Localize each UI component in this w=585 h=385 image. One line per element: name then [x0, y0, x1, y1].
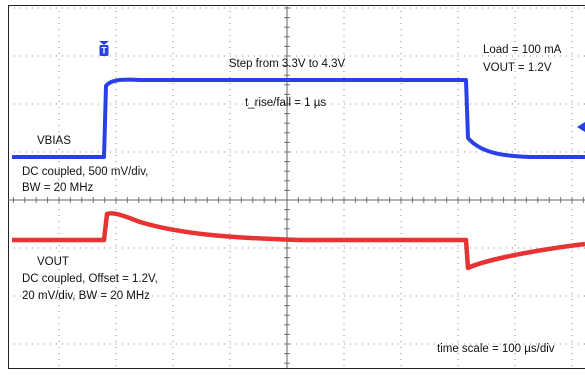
ch2-coupling: DC coupled, Offset = 1.2V, — [22, 273, 158, 285]
ch2-scale: 20 mV/div, BW = 20 MHz — [22, 290, 150, 302]
grid — [8, 5, 585, 368]
trigger-marker: T — [99, 41, 109, 56]
ch2-name: VOUT — [37, 256, 69, 268]
vout-trace — [12, 211, 585, 271]
load-label: Load = 100 mA — [483, 44, 562, 56]
ch1-bandwidth: BW = 20 MHz — [22, 182, 94, 194]
step-label: Step from 3.3V to 4.3V — [229, 58, 346, 70]
trigger-level-marker — [577, 122, 585, 132]
frame — [8, 5, 585, 369]
time-scale-label: time scale = 100 µs/div — [437, 343, 555, 355]
ch1-coupling: DC coupled, 500 mV/div, — [22, 166, 148, 178]
vbias-trace — [12, 77, 585, 159]
svg-text:T: T — [101, 45, 107, 55]
rise-fall-label: t_rise/fall = 1 µs — [245, 97, 326, 109]
ch1-name: VBIAS — [37, 135, 71, 147]
vout-setting-label: VOUT = 1.2V — [483, 62, 552, 74]
